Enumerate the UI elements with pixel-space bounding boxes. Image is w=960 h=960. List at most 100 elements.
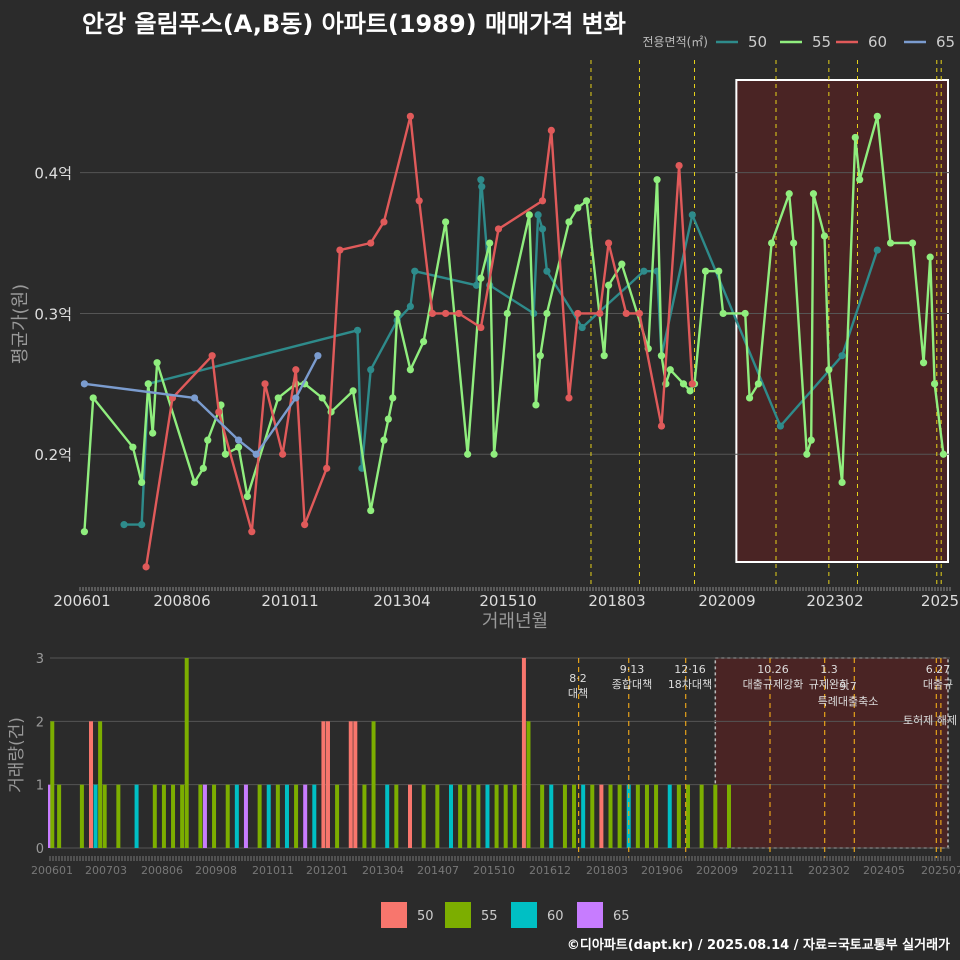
bar-55: [294, 784, 299, 848]
data-point-60: [215, 408, 223, 416]
bar-65: [303, 784, 308, 848]
policy-name-label: 대출규: [923, 678, 953, 691]
legend-title: 전용면적(㎡): [642, 35, 708, 49]
bar-55: [676, 784, 681, 848]
data-point-55: [89, 394, 97, 402]
bar-x-tick-label: 202009: [696, 864, 738, 877]
data-point-60: [565, 394, 573, 402]
bar-x-tick-label: 202507: [921, 864, 960, 877]
x-tick-label: 201304: [373, 592, 430, 610]
data-point-55: [129, 443, 137, 451]
data-point-55: [679, 380, 688, 388]
data-point-55: [856, 176, 864, 184]
data-point-50: [477, 176, 485, 184]
series-line-65: [84, 355, 319, 456]
data-point-55: [486, 239, 494, 247]
data-point-60: [208, 352, 216, 360]
data-point-50: [838, 352, 846, 360]
bar-x-tick-label: 200908: [195, 864, 237, 877]
data-point-55: [754, 380, 762, 388]
legend-label: 65: [936, 33, 955, 51]
data-point-55: [204, 436, 212, 444]
data-point-55: [719, 309, 727, 318]
data-point-55: [926, 253, 934, 261]
data-point-60: [547, 126, 555, 134]
data-point-55: [851, 133, 859, 142]
data-point-55: [442, 218, 450, 226]
data-point-60: [415, 197, 423, 205]
bar-legend-label: 60: [547, 909, 564, 924]
data-point-55: [803, 450, 811, 458]
bar-55: [152, 784, 157, 848]
policy-date-label: 9.7: [839, 680, 857, 693]
bar-50: [89, 721, 94, 848]
bar-y-tick-label: 0: [36, 842, 44, 857]
bar-60: [385, 784, 390, 848]
data-point-65: [190, 394, 199, 402]
bar-55: [713, 784, 718, 848]
data-point-55: [525, 211, 533, 219]
data-point-60: [336, 246, 344, 254]
series-line-60: [144, 115, 694, 568]
data-point-55: [532, 401, 540, 409]
bar-65: [48, 784, 52, 848]
bar-x-tick-label: 200601: [31, 864, 73, 877]
y-tick-label: 0.4억: [34, 165, 72, 183]
data-point-55: [825, 366, 833, 374]
bar-60: [234, 784, 239, 848]
data-point-55: [536, 352, 544, 360]
data-point-55: [149, 429, 157, 437]
bar-55: [79, 784, 84, 848]
bar-50: [521, 658, 526, 848]
policy-date-label: 10.26: [757, 663, 789, 676]
data-point-60: [248, 528, 256, 536]
bar-50: [599, 784, 604, 848]
bar-x-tick-label: 201803: [586, 864, 628, 877]
data-point-55: [234, 443, 243, 451]
data-point-50: [776, 422, 785, 430]
data-point-60: [292, 366, 300, 374]
bar-60: [485, 784, 490, 848]
policy-date-label: 9·13: [620, 663, 645, 676]
data-point-50: [472, 281, 481, 289]
bar-55: [257, 784, 262, 848]
bar-60: [284, 784, 289, 848]
data-point-50: [478, 183, 486, 191]
data-point-65: [252, 450, 260, 458]
data-point-55: [138, 478, 146, 486]
data-point-55: [820, 232, 829, 240]
bar-x-tick-label: 202111: [752, 864, 794, 877]
x-tick-label: 202009: [698, 592, 755, 610]
data-point-60: [477, 323, 485, 332]
bar-y-tick-label: 2: [36, 715, 44, 730]
bar-x-tick-label: 202405: [863, 864, 905, 877]
policy-date-label: 8·2: [569, 672, 587, 685]
bar-highlight-window: [714, 657, 949, 849]
data-point-60: [367, 239, 375, 247]
data-point-55: [464, 450, 472, 458]
data-point-60: [428, 309, 437, 318]
bar-50: [348, 721, 353, 848]
bar-55: [98, 721, 103, 848]
policy-name-label: 대출규제강화: [743, 678, 804, 691]
bar-55: [540, 784, 545, 848]
data-point-55: [477, 274, 485, 282]
data-point-55: [807, 436, 815, 444]
data-point-55: [618, 260, 626, 268]
source-footer: ©디아파트(dapt.kr) / 2025.08.14 / 자료=국토교통부 실…: [566, 938, 950, 953]
data-point-50: [640, 267, 648, 275]
data-point-55: [144, 380, 152, 388]
bar-50: [353, 721, 358, 848]
bar-legend-key-60: [511, 902, 537, 928]
bar-60: [549, 784, 554, 848]
data-point-50: [367, 366, 375, 374]
data-point-55: [565, 218, 573, 226]
data-point-60: [323, 464, 331, 472]
bar-x-tick-label: 201011: [252, 864, 294, 877]
data-point-60: [380, 218, 388, 226]
data-point-50: [688, 211, 696, 219]
data-point-55: [543, 309, 551, 318]
y-axis-title: 평균가(원): [10, 284, 31, 364]
bar-55: [184, 658, 189, 848]
